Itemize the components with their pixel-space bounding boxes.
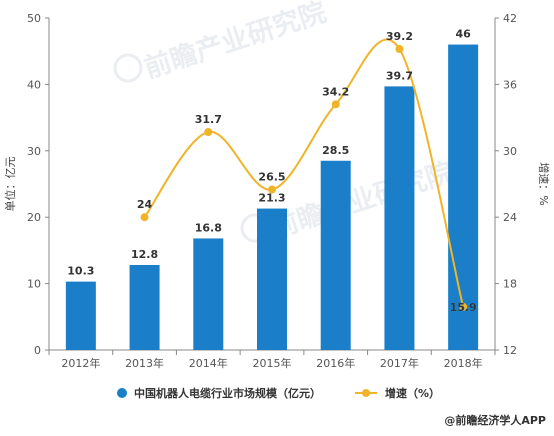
- y-tick-label-right: 30: [503, 145, 517, 158]
- growth-point: [395, 44, 404, 53]
- bar-value-label: 28.5: [322, 144, 349, 157]
- bars: [65, 44, 479, 351]
- y-tick-label-right: 18: [503, 278, 517, 291]
- bar-value-label: 46: [455, 28, 471, 41]
- x-tick-label: 2017年: [380, 356, 419, 370]
- y-axis-title-right: 增速：%: [537, 162, 551, 205]
- bar: [384, 86, 415, 350]
- growth-point: [331, 100, 340, 109]
- growth-point: [268, 185, 276, 194]
- legend-line-label: 增速（%）: [385, 386, 440, 400]
- x-tick-label: 2015年: [253, 356, 292, 370]
- growth-point: [459, 302, 468, 311]
- growth-point: [140, 213, 149, 222]
- bar-value-label: 21.3: [258, 192, 285, 205]
- bar: [448, 44, 479, 351]
- bar: [320, 160, 351, 350]
- bar: [257, 208, 287, 350]
- watermark-logo-top: 前瞻产业研究院: [113, 0, 330, 85]
- y-tick-label-left: 50: [27, 12, 41, 25]
- x-tick-label: 2014年: [189, 356, 228, 370]
- x-tick-label: 2016年: [316, 356, 355, 370]
- y-tick-label-right: 42: [503, 12, 517, 25]
- y-tick-label-left: 20: [27, 211, 41, 224]
- growth-value-label: 26.5: [258, 171, 285, 184]
- bar-value-label: 10.3: [67, 265, 94, 278]
- y-tick-label-left: 10: [27, 278, 41, 291]
- y-tick-label-right: 24: [503, 211, 517, 224]
- bar-value-label: 12.8: [131, 248, 158, 261]
- watermark-brand-top: 前瞻产业研究院: [140, 0, 330, 85]
- bar-value-label: 39.7: [386, 69, 413, 82]
- bar: [129, 265, 160, 350]
- y-tick-label-left: 30: [27, 145, 41, 158]
- growth-value-label: 15.9: [450, 301, 477, 314]
- x-tick-label: 2013年: [125, 356, 164, 370]
- bar: [193, 238, 224, 350]
- growth-value-label: 31.7: [195, 113, 222, 126]
- y-tick-label-right: 12: [503, 344, 517, 357]
- x-tick-label: 2012年: [61, 356, 100, 370]
- y-tick-label-left: 0: [34, 344, 41, 357]
- data-labels: 10.3 12.8 16.8 21.3 28.5 39.7 46 24 31.7 26.5 34.2…: [67, 28, 477, 314]
- legend-bar-label: 中国机器人电缆行业市场规模（亿元）: [134, 386, 321, 400]
- legend: 中国机器人电缆行业市场规模（亿元） 增速（%）: [117, 386, 440, 400]
- growth-line: [140, 38, 468, 311]
- legend-line-marker: [362, 389, 370, 397]
- growth-point: [204, 127, 213, 136]
- source-note: @前瞻经济学人APP: [444, 413, 546, 427]
- bar-value-label: 16.8: [195, 221, 222, 234]
- growth-value-label: 39.2: [386, 30, 413, 43]
- legend-bar-marker: [117, 388, 127, 398]
- growth-value-label: 34.2: [322, 85, 349, 98]
- growth-value-label: 24: [137, 198, 153, 211]
- watermark-brand-bottom: 前瞻产业研究院: [267, 156, 457, 245]
- y-tick-label-right: 36: [503, 78, 517, 91]
- bar: [65, 281, 96, 350]
- y-tick-label-left: 40: [27, 78, 41, 91]
- x-tick-label: 2018年: [444, 356, 483, 370]
- y-axis-title-left: 单位：亿元: [3, 157, 17, 212]
